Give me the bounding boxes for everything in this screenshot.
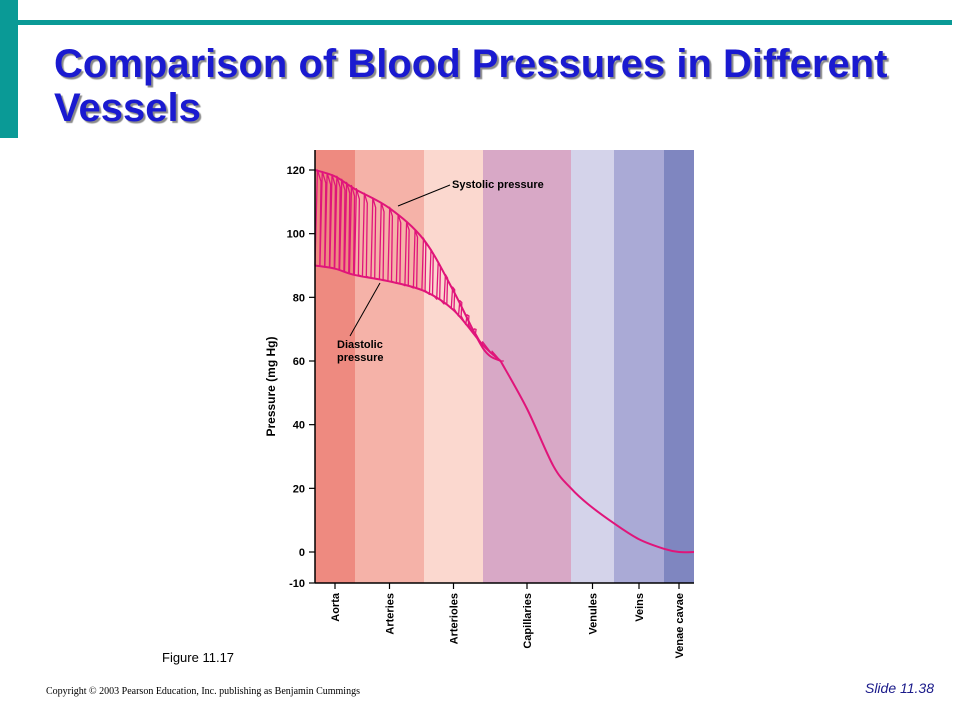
series-line-diastolic-pressure (314, 264, 502, 362)
x-category-label: Arteries (385, 593, 397, 635)
x-category-label: Arterioles (449, 593, 461, 644)
y-tick-label: 20 (293, 483, 305, 495)
x-category-label: Venae cavae (674, 593, 686, 658)
annotation-diastolic-pointer (349, 282, 381, 337)
annotation-diastolic-line: pressure (337, 352, 383, 364)
accent-sidebar-bar (0, 0, 18, 138)
region-band-capillaries (483, 150, 571, 583)
x-category-label: Venules (588, 593, 600, 635)
slide-title: Comparison of Blood Pressures in Differe… (54, 42, 888, 130)
region-band-venae-cavae (664, 150, 694, 583)
region-band-veins (614, 150, 664, 583)
annotation-diastolic-line: Diastolic (337, 339, 383, 351)
y-tick-label: 80 (293, 292, 305, 304)
x-category-label: Aorta (330, 592, 342, 622)
y-tick-label: 40 (293, 420, 305, 432)
x-category-label: Veins (634, 593, 646, 622)
accent-top-rule (18, 20, 952, 25)
annotation-systolic-pointer (397, 184, 451, 207)
figure-caption: Figure 11.17 (162, 650, 235, 665)
y-tick-label: -10 (289, 578, 305, 590)
y-axis-label: Pressure (mg Hg) (264, 336, 278, 436)
y-tick-label: 60 (293, 356, 305, 368)
y-tick-label: 0 (299, 547, 305, 559)
copyright-notice: Copyright © 2003 Pearson Education, Inc.… (46, 686, 360, 697)
series-line-systolic-pressure (314, 169, 502, 362)
region-band-venules (571, 150, 614, 583)
y-tick-label: 120 (287, 165, 305, 177)
series-line-mean-pressure (499, 360, 695, 554)
slide-number: Slide 11.38 (864, 680, 934, 696)
region-band-arterioles (424, 150, 483, 583)
y-tick-label: 100 (287, 229, 305, 241)
pressure-oscillation (314, 169, 504, 362)
x-category-label: Capillaries (522, 593, 534, 649)
annotation-systolic: Systolic pressure (452, 179, 544, 191)
